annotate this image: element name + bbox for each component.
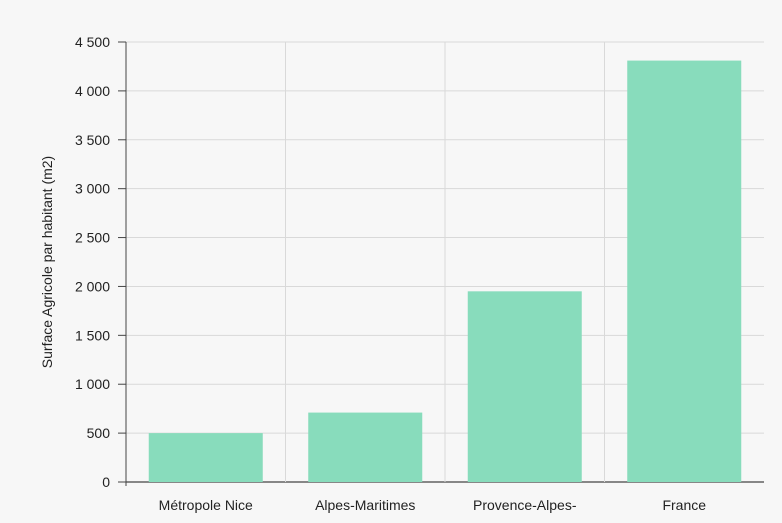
y-tick-label: 4 000 xyxy=(75,83,110,99)
y-tick-label: 0 xyxy=(102,474,110,490)
y-tick-label: 2 500 xyxy=(75,230,110,246)
bar xyxy=(148,433,263,482)
grid-layer xyxy=(126,41,764,483)
y-tick-label: 3 500 xyxy=(75,132,110,148)
x-tick-label: France xyxy=(662,497,706,513)
x-tick-label: Provence-Alpes- xyxy=(473,497,577,513)
bar xyxy=(467,291,582,482)
axis-layer: 0 500 1 000 1 500 2 000 2 500 3 000 3 500 4 000 4… xyxy=(75,34,706,513)
y-tick-label: 500 xyxy=(87,425,111,441)
x-tick-label: Alpes-Maritimes xyxy=(315,497,415,513)
y-tick-label: 4 500 xyxy=(75,34,110,50)
x-tick-label: Métropole Nice xyxy=(159,497,253,513)
bar xyxy=(627,60,742,482)
y-tick-label: 1 500 xyxy=(75,327,110,343)
bar xyxy=(308,412,423,482)
y-tick-label: 1 000 xyxy=(75,376,110,392)
y-tick-label: 3 000 xyxy=(75,181,110,197)
y-axis-title: Surface Agricole par habitant (m2) xyxy=(39,156,55,368)
y-tick-label: 2 000 xyxy=(75,278,110,294)
bar-layer xyxy=(148,60,742,482)
